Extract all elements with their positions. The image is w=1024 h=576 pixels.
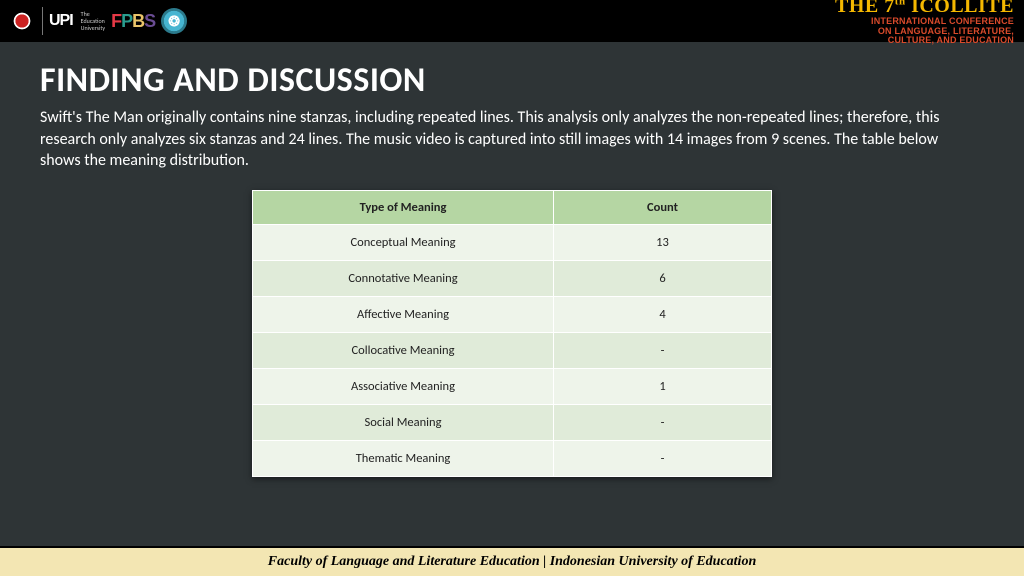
top-bar: UPI The Education University F P B S ❂ T…: [0, 0, 1024, 42]
table-row: Conceptual Meaning13: [253, 224, 772, 260]
slide-heading: FINDING AND DISCUSSION: [40, 60, 984, 101]
fpbs-b: B: [132, 11, 144, 32]
table-row: Connotative Meaning6: [253, 260, 772, 296]
table-row: Social Meaning-: [253, 404, 772, 440]
upi-logo-text: UPI: [42, 7, 73, 35]
col-header-count: Count: [554, 190, 772, 224]
table-row: Collocative Meaning-: [253, 332, 772, 368]
conference-emblem-icon: ❂: [161, 8, 187, 34]
footer-bar: Faculty of Language and Literature Educa…: [0, 546, 1024, 576]
cell-count: -: [554, 440, 772, 476]
cell-type: Thematic Meaning: [253, 440, 554, 476]
table-row: Associative Meaning1: [253, 368, 772, 404]
cell-count: 1: [554, 368, 772, 404]
cell-type: Collocative Meaning: [253, 332, 554, 368]
fpbs-logo: F P B S: [111, 7, 155, 35]
cell-type: Conceptual Meaning: [253, 224, 554, 260]
col-header-type: Type of Meaning: [253, 190, 554, 224]
table-row: Affective Meaning4: [253, 296, 772, 332]
event-title-post: ICOLLITE: [906, 0, 1014, 17]
fpbs-f: F: [111, 11, 121, 32]
event-label: THE 7th ICOLLITE INTERNATIONAL CONFERENC…: [835, 0, 1014, 46]
event-title: THE 7th ICOLLITE: [835, 0, 1014, 17]
cell-type: Connotative Meaning: [253, 260, 554, 296]
cell-count: 6: [554, 260, 772, 296]
fpbs-p: P: [121, 11, 132, 32]
footer-text: Faculty of Language and Literature Educa…: [268, 554, 756, 570]
event-title-sup: th: [895, 0, 906, 8]
meaning-distribution-table: Type of Meaning Count Conceptual Meaning…: [252, 190, 772, 477]
cell-type: Affective Meaning: [253, 296, 554, 332]
logos-left: UPI The Education University F P B S ❂: [10, 0, 187, 42]
cell-count: -: [554, 404, 772, 440]
cell-count: -: [554, 332, 772, 368]
cell-count: 13: [554, 224, 772, 260]
fpbs-s: S: [144, 11, 155, 32]
content-area: FINDING AND DISCUSSION Swift's The Man o…: [0, 42, 1024, 477]
upi-emblem-icon: [10, 9, 34, 33]
cell-count: 4: [554, 296, 772, 332]
slide-body-text: Swift's The Man originally contains nine…: [40, 107, 980, 172]
table-row: Thematic Meaning-: [253, 440, 772, 476]
event-title-pre: THE 7: [835, 0, 895, 17]
table-wrap: Type of Meaning Count Conceptual Meaning…: [40, 190, 984, 477]
event-sub-3: CULTURE, AND EDUCATION: [835, 36, 1014, 45]
cell-type: Social Meaning: [253, 404, 554, 440]
upi-logo-subtext: The Education University: [81, 7, 105, 35]
table-header-row: Type of Meaning Count: [253, 190, 772, 224]
cell-type: Associative Meaning: [253, 368, 554, 404]
